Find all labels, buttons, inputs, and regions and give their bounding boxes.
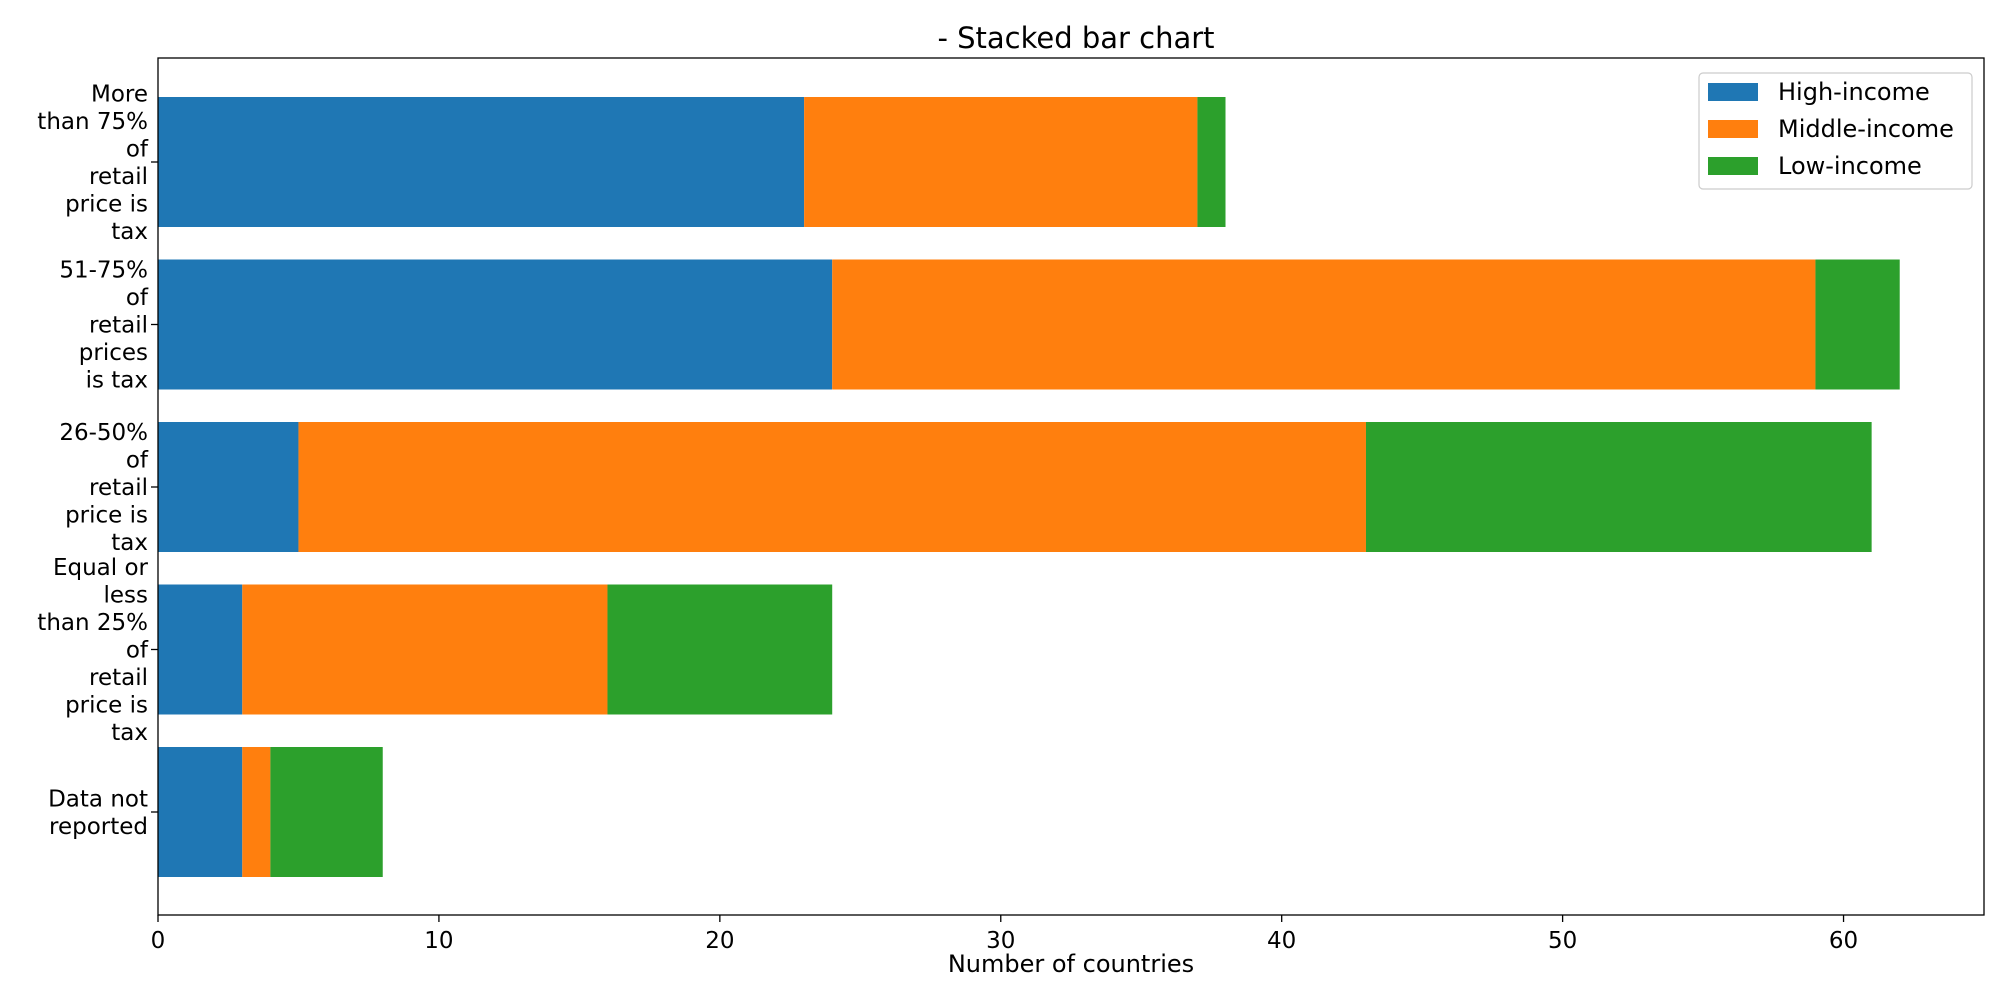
y-category-label-line: price is [65, 503, 148, 529]
x-tick-label: 60 [1829, 928, 1858, 954]
x-tick-label: 0 [151, 928, 166, 954]
chart-title: - Stacked bar chart [937, 21, 1214, 55]
legend-box [1698, 72, 1973, 190]
bar-high-income-0 [158, 97, 805, 227]
y-category-label-line: retail [89, 665, 148, 691]
x-tick-label: 10 [424, 928, 453, 954]
bar-high-income-2 [158, 422, 299, 552]
y-category-label-line: tax [111, 720, 148, 746]
bar-high-income-1 [158, 259, 833, 390]
y-category-label-line: Data not [48, 786, 148, 812]
legend-label: Middle-income [1778, 115, 1954, 143]
y-category-label-line: More [91, 81, 148, 107]
legend: High-income Middle-income Low-income [1698, 72, 1973, 190]
bar-low-income-0 [1197, 97, 1226, 227]
y-category-label-line: than 75% [37, 109, 148, 135]
bar-middle-income-4 [242, 747, 271, 877]
y-category-label-line: Equal or [53, 555, 149, 581]
y-category-label: Equal or less than 25% of retail price is tax [37, 555, 149, 746]
x-axis-label: Number of countries [948, 950, 1194, 978]
y-category-label-line: retail [89, 475, 148, 501]
bar-middle-income-1 [832, 259, 1816, 390]
bar-middle-income-3 [242, 584, 608, 715]
bars-group [158, 97, 1900, 877]
y-category-label-line: of [126, 285, 149, 311]
y-category-label-line: tax [111, 219, 148, 245]
y-category-label-line: price is [65, 191, 148, 217]
y-category-label: 26-50% of retail price is tax [59, 420, 149, 556]
y-category-label-line: of [126, 136, 149, 162]
legend-label: High-income [1778, 78, 1930, 106]
x-axis-ticks: 0 10 20 30 40 50 60 [151, 915, 1858, 954]
y-category-label-line: price is [65, 693, 148, 719]
y-category-label-line: retail [89, 164, 148, 190]
x-tick-label: 30 [986, 928, 1015, 954]
bar-low-income-4 [270, 747, 383, 877]
legend-swatch [1708, 120, 1758, 138]
legend-swatch [1708, 157, 1758, 175]
y-category-label: 51-75% of retail prices is tax [59, 258, 149, 394]
y-category-label-line: 26-50% [59, 420, 148, 446]
y-category-label-line: is tax [86, 368, 148, 394]
y-category-label-line: retail [89, 313, 148, 339]
y-category-label-line: reported [49, 814, 148, 840]
y-category-label-line: than 25% [37, 610, 148, 636]
y-category-label-line: 51-75% [59, 258, 148, 284]
y-category-label-line: less [103, 583, 148, 609]
bar-low-income-3 [607, 584, 833, 715]
bar-low-income-1 [1815, 259, 1900, 390]
bar-low-income-2 [1365, 422, 1872, 552]
y-category-label-line: of [126, 448, 149, 474]
y-category-label: Data not reported [48, 786, 148, 840]
x-tick-label: 40 [1267, 928, 1296, 954]
bar-middle-income-2 [298, 422, 1366, 552]
bar-high-income-4 [158, 747, 243, 877]
y-category-label-line: of [126, 638, 149, 664]
legend-swatch [1708, 83, 1758, 101]
bar-middle-income-0 [804, 97, 1198, 227]
x-tick-label: 50 [1548, 928, 1577, 954]
legend-label: Low-income [1778, 152, 1922, 180]
x-tick-label: 20 [705, 928, 734, 954]
y-category-label: More than 75% of retail price is tax [37, 81, 149, 245]
y-category-label-line: tax [111, 530, 148, 556]
y-category-label-line: prices [79, 340, 148, 366]
bar-high-income-3 [158, 584, 243, 715]
